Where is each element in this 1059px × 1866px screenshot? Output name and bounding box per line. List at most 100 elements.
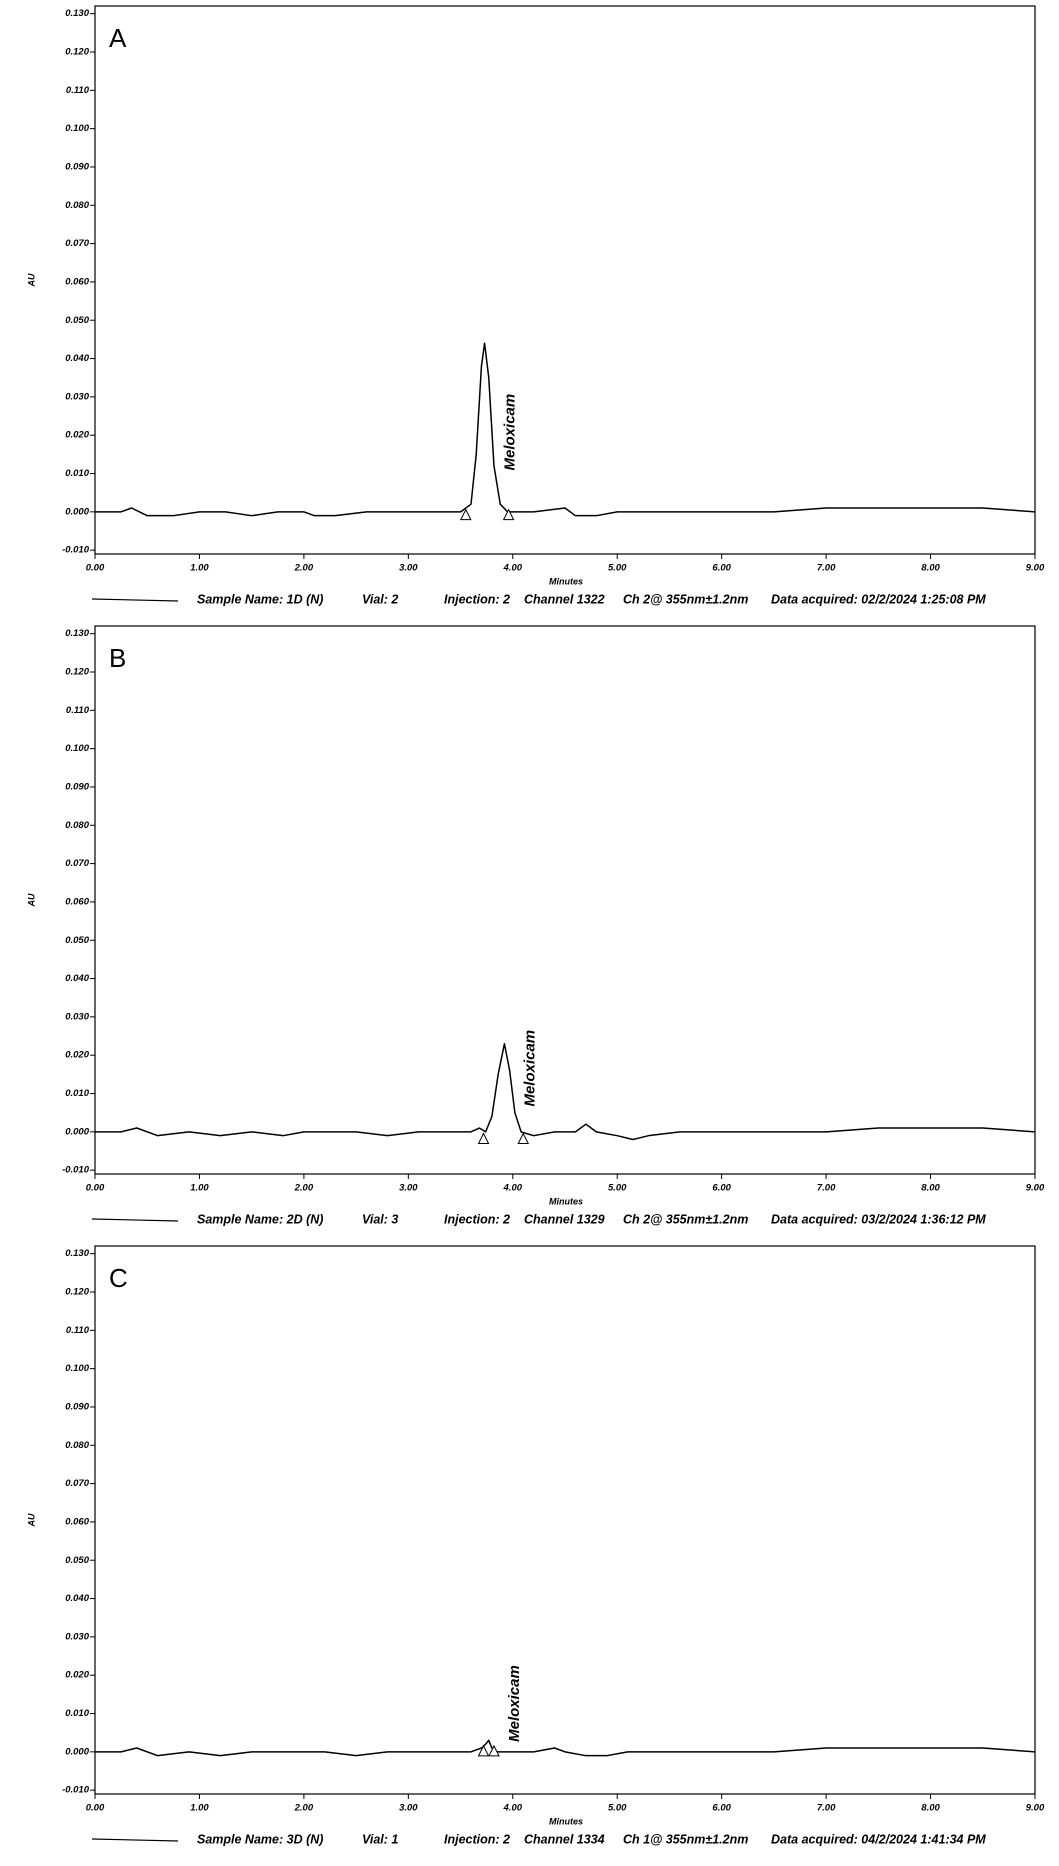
footer-text: Ch 2@ 355nm±1.2nm bbox=[623, 1212, 748, 1226]
x-tick-label: 0.00 bbox=[86, 1183, 105, 1194]
footer-text: Sample Name: 3D (N) bbox=[197, 1832, 323, 1846]
footer-text: Vial: 1 bbox=[362, 1832, 398, 1846]
x-tick-label: 6.00 bbox=[712, 1183, 731, 1194]
y-tick-label: 0.100 bbox=[65, 743, 89, 754]
panel-label: B bbox=[109, 643, 126, 673]
panel-label: C bbox=[109, 1263, 128, 1293]
x-tick-label: 2.00 bbox=[294, 1803, 314, 1814]
x-tick-label: 0.00 bbox=[86, 1803, 105, 1814]
y-tick-label: 0.130 bbox=[65, 1248, 89, 1259]
x-tick-label: 0.00 bbox=[86, 563, 105, 574]
y-tick-label: 0.000 bbox=[65, 506, 89, 517]
x-tick-label: 3.00 bbox=[399, 563, 418, 574]
peak-annotation: Meloxicam bbox=[522, 1030, 539, 1107]
peak-marker bbox=[488, 1744, 500, 1757]
y-tick-label: 0.130 bbox=[65, 628, 89, 639]
y-tick-label: 0.090 bbox=[65, 781, 89, 792]
x-tick-label: 5.00 bbox=[608, 1183, 627, 1194]
y-tick-label: 0.120 bbox=[65, 667, 89, 678]
x-tick-label: 6.00 bbox=[712, 1803, 731, 1814]
x-tick-label: 4.00 bbox=[503, 563, 523, 574]
footer-text: Ch 1@ 355nm±1.2nm bbox=[623, 1832, 748, 1846]
peak-marker bbox=[502, 508, 515, 521]
footer-text: Channel 1334 bbox=[524, 1832, 605, 1846]
trace bbox=[95, 1739, 1036, 1757]
x-tick-label: 5.00 bbox=[608, 563, 627, 574]
x-tick-label: 4.00 bbox=[503, 1183, 523, 1194]
panel-label: A bbox=[109, 23, 127, 53]
footer-text: Data acquired: 02/2/2024 1:25:08 PM bbox=[771, 592, 986, 606]
footer-text: Data acquired: 03/2/2024 1:36:12 PM bbox=[771, 1212, 986, 1226]
x-axis-label: Minutes bbox=[549, 1196, 583, 1206]
x-tick-label: 1.00 bbox=[190, 1803, 209, 1814]
footer-text: Injection: 2 bbox=[444, 1212, 510, 1226]
x-tick-label: 7.00 bbox=[817, 1803, 836, 1814]
peak-marker bbox=[459, 508, 472, 521]
footer-text: Sample Name: 2D (N) bbox=[197, 1212, 323, 1226]
footer-text: Injection: 2 bbox=[444, 592, 510, 606]
y-tick-label: 0.070 bbox=[65, 858, 89, 869]
footer-text: Injection: 2 bbox=[444, 1832, 510, 1846]
y-tick-label: 0.030 bbox=[65, 391, 89, 402]
y-tick-label: 0.110 bbox=[66, 1325, 90, 1336]
x-tick-label: 1.00 bbox=[190, 1183, 209, 1194]
x-tick-label: 8.00 bbox=[921, 1183, 940, 1194]
y-tick-label: 0.060 bbox=[65, 276, 89, 287]
trace bbox=[95, 1042, 1036, 1141]
plot-frame bbox=[94, 625, 1036, 1175]
y-tick-label: 0.010 bbox=[65, 1708, 89, 1719]
y-tick-label: 0.100 bbox=[65, 1363, 89, 1374]
footer-text: Channel 1322 bbox=[524, 592, 605, 606]
y-tick-label: 0.090 bbox=[65, 161, 89, 172]
footer-text: Data acquired: 04/2/2024 1:41:34 PM bbox=[771, 1832, 986, 1846]
footer-text: Vial: 3 bbox=[362, 1212, 398, 1226]
peak-marker bbox=[477, 1744, 490, 1757]
x-tick-label: 4.00 bbox=[503, 1803, 523, 1814]
x-tick-label: 1.00 bbox=[190, 563, 209, 574]
peak-marker bbox=[517, 1132, 530, 1145]
x-tick-label: 2.00 bbox=[294, 1183, 314, 1194]
y-tick-label: 0.080 bbox=[65, 1440, 89, 1451]
x-axis-label: Minutes bbox=[549, 1816, 583, 1826]
y-tick-label: 0.050 bbox=[65, 315, 89, 326]
y-tick-label: 0.120 bbox=[65, 1287, 89, 1298]
legend-line bbox=[91, 1218, 179, 1222]
y-tick-label: 0.100 bbox=[65, 123, 89, 134]
x-tick-label: 9.00 bbox=[1026, 1183, 1045, 1194]
y-tick-label: 0.040 bbox=[65, 1593, 89, 1604]
peak-marker bbox=[477, 1132, 490, 1145]
x-tick-label: 3.00 bbox=[399, 1803, 418, 1814]
x-tick-label: 2.00 bbox=[294, 563, 314, 574]
y-tick-label: 0.030 bbox=[65, 1631, 89, 1642]
footer-text: Vial: 2 bbox=[362, 592, 398, 606]
y-tick-label: 0.060 bbox=[65, 1516, 89, 1527]
y-tick-label: 0.090 bbox=[65, 1401, 89, 1412]
y-tick-label: 0.020 bbox=[65, 430, 89, 441]
peak-annotation: Meloxicam bbox=[502, 394, 519, 471]
x-tick-label: 9.00 bbox=[1026, 1803, 1045, 1814]
legend-line bbox=[91, 598, 179, 602]
y-tick-label: 0.040 bbox=[65, 973, 89, 984]
x-tick-label: 3.00 bbox=[399, 1183, 418, 1194]
plot-frame bbox=[94, 1245, 1036, 1795]
y-tick-label: 0.130 bbox=[65, 8, 89, 19]
y-tick-label: -0.010 bbox=[62, 1785, 90, 1796]
y-tick-label: 0.070 bbox=[65, 1478, 89, 1489]
y-tick-label: 0.110 bbox=[66, 85, 90, 96]
y-tick-label: 0.040 bbox=[65, 353, 89, 364]
peak-annotation: Meloxicam bbox=[506, 1665, 523, 1742]
y-tick-label: 0.010 bbox=[65, 1088, 89, 1099]
x-tick-label: 7.00 bbox=[817, 563, 836, 574]
x-tick-label: 7.00 bbox=[817, 1183, 836, 1194]
y-tick-label: 0.000 bbox=[65, 1746, 89, 1757]
footer-text: Channel 1329 bbox=[524, 1212, 605, 1226]
y-axis-label: AU bbox=[26, 1513, 36, 1527]
y-tick-label: -0.010 bbox=[62, 545, 90, 556]
footer-text: Ch 2@ 355nm±1.2nm bbox=[623, 592, 748, 606]
y-tick-label: 0.080 bbox=[65, 820, 89, 831]
y-tick-label: 0.050 bbox=[65, 1555, 89, 1566]
x-tick-label: 8.00 bbox=[921, 1803, 940, 1814]
y-tick-label: -0.010 bbox=[62, 1165, 90, 1176]
legend-line bbox=[91, 1838, 179, 1842]
y-tick-label: 0.020 bbox=[65, 1050, 89, 1061]
